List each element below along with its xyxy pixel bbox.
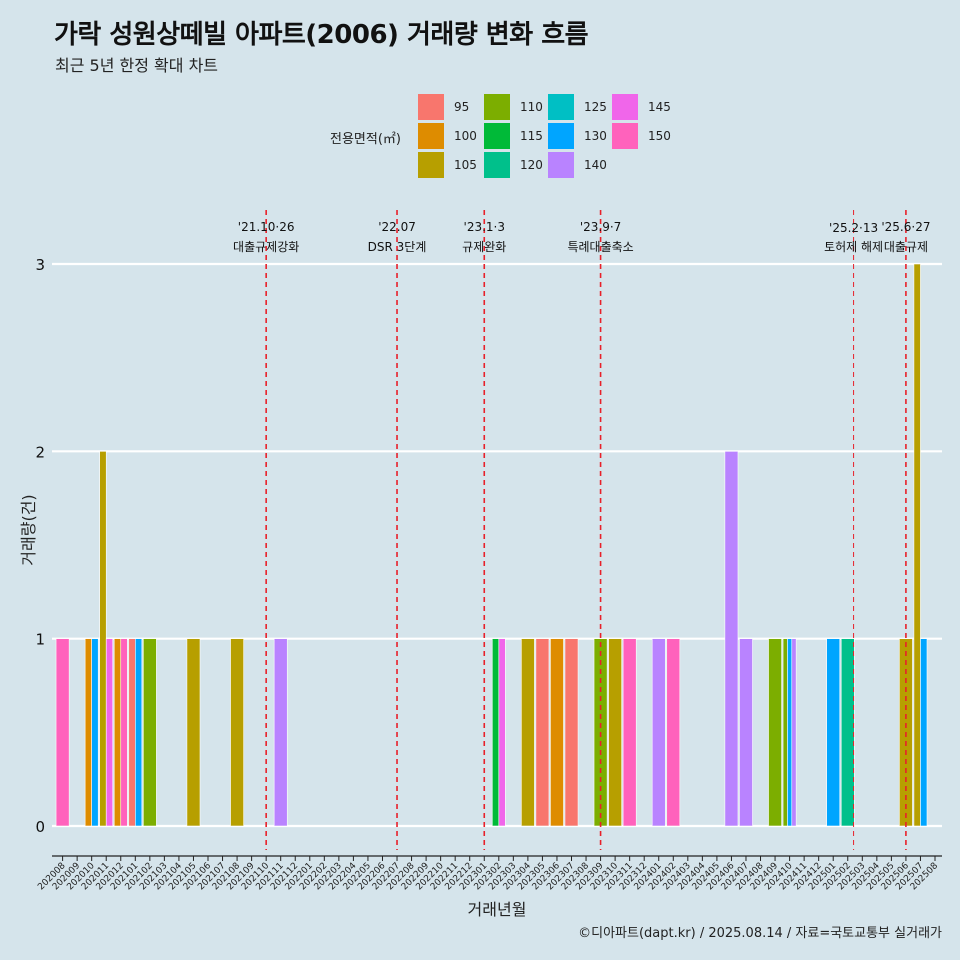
bar-202105-105 — [186, 638, 201, 827]
chart-subtitle: 최근 5년 한정 확대 차트 — [55, 56, 219, 75]
legend-label: 105 — [454, 158, 477, 172]
legend-item-120: 120 — [484, 151, 543, 179]
bar-202010-100 — [84, 638, 92, 827]
legend-label: 130 — [584, 129, 607, 143]
legend-item-130: 130 — [548, 122, 607, 150]
bar-202410-110 — [782, 638, 788, 827]
bar-202507-105 — [913, 263, 921, 827]
bar-202102-110 — [142, 638, 157, 827]
legend-item-150: 150 — [612, 122, 671, 150]
annotation-label: 대출규제 — [884, 240, 928, 254]
bar-202111-140 — [273, 638, 288, 827]
annotation-date: '23.1·3 — [464, 220, 505, 234]
bar-202011-105 — [99, 451, 107, 827]
annotation-label: 특례대출축소 — [567, 240, 633, 254]
bar-202502-120 — [840, 638, 855, 827]
annotation-label: 대출규제강화 — [233, 240, 299, 254]
bar-202407-140 — [739, 638, 753, 827]
legend-title: 전용면적(㎡) — [330, 132, 401, 147]
annotation-label: 규제완화 — [462, 240, 506, 254]
bar-202410-140 — [791, 638, 797, 827]
footer-credit: ©디아파트(dapt.kr) / 2025.08.14 / 자료=국토교통부 실… — [578, 926, 942, 941]
legend-item-110: 110 — [484, 93, 543, 121]
chart-title: 가락 성원상떼빌 아파트(2006) 거래량 변화 흐름 — [54, 20, 589, 50]
legend-swatch — [484, 123, 510, 149]
bar-202012-150 — [120, 638, 128, 827]
bar-202011-145 — [105, 638, 114, 827]
bar-202108-105 — [230, 638, 244, 827]
bar-202101-130 — [135, 638, 143, 827]
legend-swatch — [548, 152, 574, 178]
legend-item-115: 115 — [484, 122, 543, 150]
bar-202507-130 — [920, 638, 928, 827]
annotation-label: 토허제 해제 — [824, 240, 883, 254]
annotation-date: '22.07 — [378, 220, 416, 234]
legend-swatch — [548, 123, 574, 149]
y-tick-label: 1 — [35, 631, 45, 649]
legend-swatch — [612, 94, 638, 120]
legend-swatch — [418, 123, 444, 149]
y-axis-title: 거래량(건) — [19, 494, 38, 565]
y-tick-label: 3 — [35, 256, 45, 274]
legend-label: 100 — [454, 129, 477, 143]
legend-item-125: 125 — [548, 93, 607, 121]
legend-item-145: 145 — [612, 93, 671, 121]
annotation-date: '25.6·27 — [881, 220, 930, 234]
bar-202010-130 — [91, 638, 99, 827]
bar-202012-100 — [113, 638, 122, 827]
bar-202409-110 — [768, 638, 782, 827]
legend-label: 145 — [648, 100, 671, 114]
legend-item-100: 100 — [418, 122, 477, 150]
annotation-date: '25.2·13 — [829, 221, 878, 235]
legend-item-95: 95 — [418, 93, 469, 121]
legend-swatch — [418, 94, 444, 120]
bar-202302-145 — [498, 638, 506, 827]
legend-label: 125 — [584, 100, 607, 114]
bar-202305-95 — [535, 638, 550, 827]
legend-swatch — [612, 123, 638, 149]
legend-item-140: 140 — [548, 151, 607, 179]
bar-202306-100 — [550, 638, 564, 827]
bar-202101-95 — [128, 638, 136, 827]
legend-label: 150 — [648, 129, 671, 143]
legend-swatch — [484, 94, 510, 120]
bar-202402-150 — [666, 638, 681, 827]
bar-202410-130 — [787, 638, 793, 827]
annotation-label: DSR 3단계 — [368, 240, 427, 254]
legend-label: 120 — [520, 158, 543, 172]
bar-202008-150 — [55, 638, 70, 827]
y-tick-label: 0 — [35, 818, 45, 836]
y-tick-label: 2 — [35, 443, 45, 461]
bar-202310-105 — [608, 638, 622, 827]
bar-202501-130 — [826, 638, 841, 827]
bar-202311-150 — [622, 638, 637, 827]
bar-202401-140 — [651, 638, 666, 827]
bar-202302-115 — [491, 638, 500, 827]
bar-202304-105 — [521, 638, 535, 827]
legend-label: 140 — [584, 158, 607, 172]
legend-label: 110 — [520, 100, 543, 114]
legend-swatch — [418, 152, 444, 178]
annotation-date: '23.9·7 — [580, 220, 621, 234]
legend-swatch — [548, 94, 574, 120]
legend-swatch — [484, 152, 510, 178]
bar-202406-140 — [724, 451, 739, 827]
legend-item-105: 105 — [418, 151, 477, 179]
bar-202307-95 — [564, 638, 579, 827]
x-axis-title: 거래년월 — [468, 900, 527, 919]
legend-label: 95 — [454, 100, 470, 114]
legend-label: 115 — [520, 129, 543, 143]
annotation-date: '21.10·26 — [238, 220, 295, 234]
